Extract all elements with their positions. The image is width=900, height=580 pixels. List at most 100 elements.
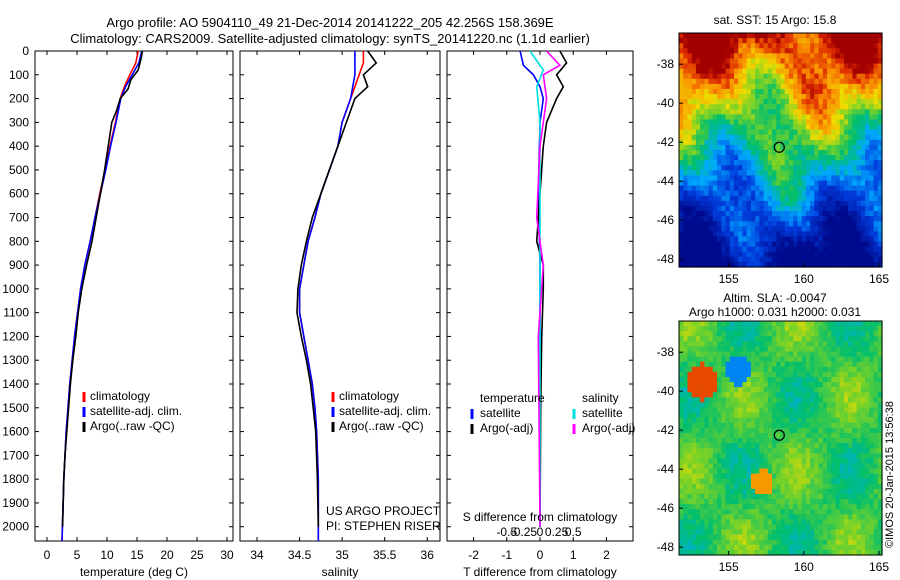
x-tick-label-salinity: 0.25: [545, 525, 569, 539]
map-lat-label: -46: [657, 213, 675, 227]
map-lon-label: 160: [794, 560, 814, 574]
x-axis-label: temperature (deg C): [80, 565, 188, 579]
depth-tick-label: 1100: [3, 306, 29, 320]
series-line-argo-raw-qc-: [61, 50, 144, 527]
legend-entry: climatology: [339, 389, 399, 403]
depth-tick-label: 1600: [2, 425, 29, 439]
x-tick-label: -1: [501, 548, 512, 562]
panel-frame-1: [34, 50, 234, 542]
panel-frame-2: [239, 50, 441, 542]
series-line-s-argo-adj-: [535, 50, 562, 527]
x-tick-label-salinity: 0: [537, 525, 544, 539]
x-tick-label: 35: [335, 548, 349, 562]
legend-title-temperature: temperature: [480, 391, 545, 405]
x-tick-label-salinity: -0.5: [496, 525, 517, 539]
x-tick-label: 15: [130, 548, 144, 562]
depth-tick-label: 2000: [2, 520, 29, 534]
map-lat-label: -44: [657, 462, 675, 476]
map-panel-2: 155 160 165 -38 -40 -42 -44 -46 -48: [657, 320, 889, 574]
x-axis-label: T difference from climatology: [463, 565, 617, 579]
depth-tick-label: 300: [9, 115, 29, 129]
x-tick-label: 0: [44, 548, 51, 562]
depth-tick-label: 1300: [2, 353, 29, 367]
map-lon-label: 165: [869, 272, 889, 286]
map-frame: [678, 320, 883, 556]
legend-entry: climatology: [90, 389, 150, 403]
depth-tick-label: 1200: [2, 329, 29, 343]
legend-entry: satellite: [480, 406, 521, 420]
depth-tick-label: 400: [9, 139, 29, 153]
map-lat-label: -48: [657, 540, 675, 554]
depth-tick-label: 1000: [2, 282, 29, 296]
map-lat-label: -42: [657, 423, 675, 437]
depth-tick-label: 900: [9, 258, 29, 272]
plot-title-line1: Argo profile: AO 5904110_49 21-Dec-2014 …: [106, 15, 554, 30]
map-lon-label: 155: [719, 272, 739, 286]
x-tick-label: 36: [421, 548, 435, 562]
x-tick-label: 5: [74, 548, 81, 562]
map-lat-label: -40: [657, 384, 675, 398]
argo-position-marker: [773, 141, 785, 153]
map-lat-label: -38: [657, 345, 675, 359]
depth-tick-label: 1700: [2, 448, 29, 462]
depth-tick-label: 1500: [2, 401, 29, 415]
x-tick-label: 34.5: [288, 548, 312, 562]
map-title-sst: sat. SST: 15 Argo: 15.8: [714, 13, 837, 27]
legend-entry: Argo(..raw -QC): [339, 419, 424, 433]
x-tick-label-salinity: 0.5: [565, 525, 582, 539]
series-line-climatology: [298, 51, 365, 541]
depth-tick-label: 1900: [2, 496, 29, 510]
x-tick-label: 35.5: [373, 548, 397, 562]
x-tick-label: 0: [537, 548, 544, 562]
depth-tick-label: 800: [9, 234, 29, 248]
legend-title-salinity: salinity: [582, 391, 619, 405]
legend-entry: Argo(..raw -QC): [90, 419, 175, 433]
series-line-climatology: [61, 50, 139, 542]
argo-position-marker: [773, 429, 785, 441]
series-line-t-argo-adj-: [535, 50, 568, 527]
x-axis-label-salinity: S difference from climatology: [463, 510, 618, 524]
map-lat-label: -48: [657, 252, 675, 266]
x-tick-label: 30: [220, 548, 234, 562]
legend-entry: satellite: [582, 406, 623, 420]
x-tick-label: 34: [250, 548, 264, 562]
map-lon-label: 160: [794, 272, 814, 286]
plot-title-line2: Climatology: CARS2009. Satellite-adjuste…: [70, 31, 590, 46]
map-frame: [678, 32, 883, 268]
x-tick-label: 10: [100, 548, 114, 562]
series-line-argo-raw-qc-: [296, 50, 378, 527]
depth-tick-label: 0: [22, 44, 29, 58]
x-tick-label-salinity: -0.25: [510, 525, 538, 539]
legend-entry: Argo(-adj): [582, 421, 635, 435]
map-lat-label: -38: [657, 57, 675, 71]
map-lat-label: -42: [657, 135, 675, 149]
depth-tick-label: 200: [9, 92, 29, 106]
depth-tick-label: 600: [9, 187, 29, 201]
map-panel-1: 155 160 165 -38 -40 -42 -44 -46 -48: [657, 32, 889, 286]
imos-credit: ©IMOS 20-Jan-2015 13:56:38: [884, 401, 896, 548]
map-title-sla: Altim. SLA: -0.0047: [723, 291, 827, 305]
map-subtitle-sla: Argo h1000: 0.031 h2000: 0.031: [689, 305, 861, 319]
series-line-satellite-adj-clim-: [298, 51, 356, 541]
x-tick-label: 20: [160, 548, 174, 562]
map-lon-label: 165: [869, 560, 889, 574]
x-tick-label: 25: [190, 548, 204, 562]
x-tick-label: -2: [468, 548, 479, 562]
series-line-satellite-adj-clim-: [61, 50, 143, 542]
x-axis-label: salinity: [322, 565, 359, 579]
map-lon-label: 155: [719, 560, 739, 574]
legend-entry: satellite-adj. clim.: [339, 404, 431, 418]
legend-entry: satellite-adj. clim.: [90, 404, 182, 418]
annotation-project: US ARGO PROJECT: [326, 504, 441, 518]
depth-tick-label: 500: [9, 163, 29, 177]
depth-tick-label: 700: [9, 211, 29, 225]
map-lat-label: -46: [657, 501, 675, 515]
depth-tick-label: 100: [9, 68, 29, 82]
x-tick-label: 1: [570, 548, 577, 562]
annotation-pi: PI: STEPHEN RISER: [326, 519, 441, 533]
depth-tick-label: 1800: [2, 472, 29, 486]
map-lat-label: -44: [657, 174, 675, 188]
legend-entry: Argo(-adj): [480, 421, 533, 435]
x-tick-label: 2: [603, 548, 610, 562]
